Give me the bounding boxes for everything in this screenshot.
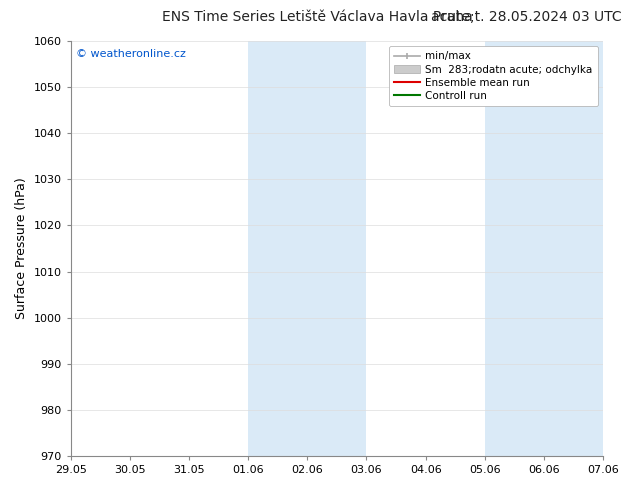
- Text: ENS Time Series Letiště Václava Havla Praha: ENS Time Series Letiště Václava Havla Pr…: [162, 10, 472, 24]
- Bar: [248, 41, 366, 456]
- Legend: min/max, Sm  283;rodatn acute; odchylka, Ensemble mean run, Controll run: min/max, Sm 283;rodatn acute; odchylka, …: [389, 46, 598, 106]
- Y-axis label: Surface Pressure (hPa): Surface Pressure (hPa): [15, 178, 28, 319]
- Text: © weatheronline.cz: © weatheronline.cz: [76, 49, 186, 59]
- Text: acute;t. 28.05.2024 03 UTC: acute;t. 28.05.2024 03 UTC: [430, 10, 621, 24]
- Bar: [485, 41, 603, 456]
